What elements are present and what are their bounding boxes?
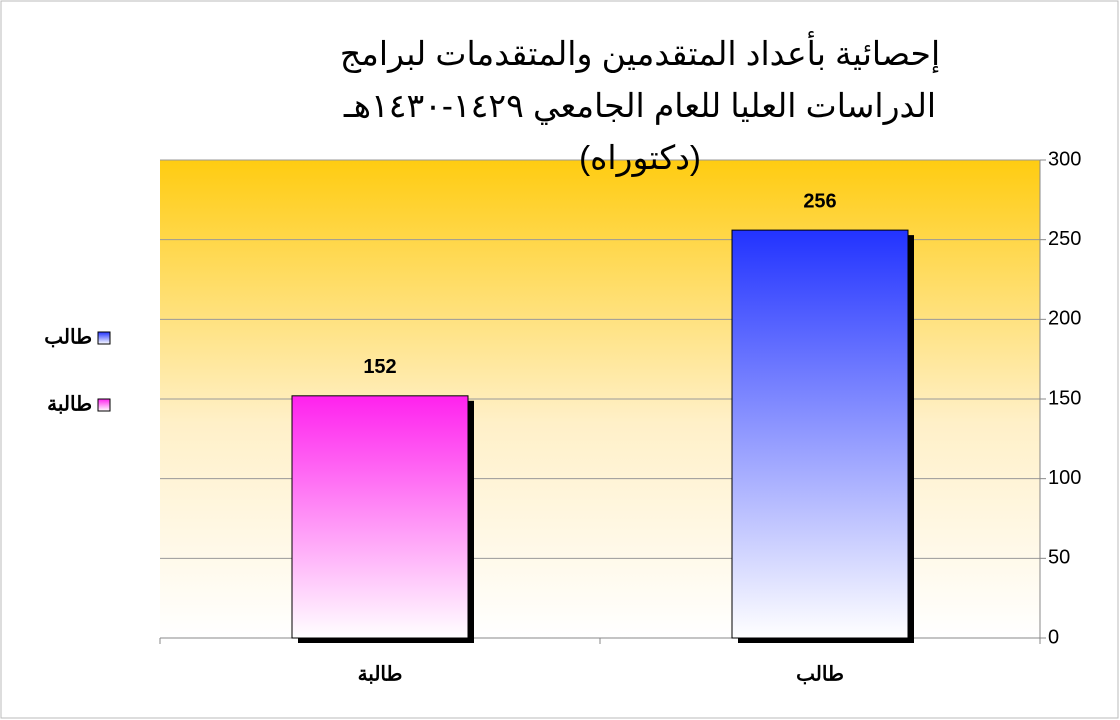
bar — [291, 395, 469, 639]
legend-label: طالبة — [47, 393, 92, 415]
value-label: 256 — [803, 190, 836, 212]
y-tick-label: 50 — [1048, 547, 1070, 569]
legend-swatch — [97, 331, 111, 345]
y-tick-label: 200 — [1048, 308, 1081, 330]
value-label: 152 — [363, 356, 396, 378]
bar — [731, 229, 909, 639]
y-tick-label: 0 — [1048, 626, 1059, 648]
y-tick-label: 100 — [1048, 467, 1081, 489]
chart-title: إحصائية بأعداد المتقدمين والمتقدمات لبرا… — [339, 35, 941, 176]
y-tick-label: 250 — [1048, 228, 1081, 250]
x-tick-label: طالبة — [358, 663, 403, 685]
y-tick-label: 150 — [1048, 387, 1081, 409]
legend-label: طالب — [44, 326, 92, 348]
x-tick-label: طالب — [796, 663, 844, 685]
y-tick-label: 300 — [1048, 148, 1081, 170]
legend-swatch — [97, 398, 111, 412]
